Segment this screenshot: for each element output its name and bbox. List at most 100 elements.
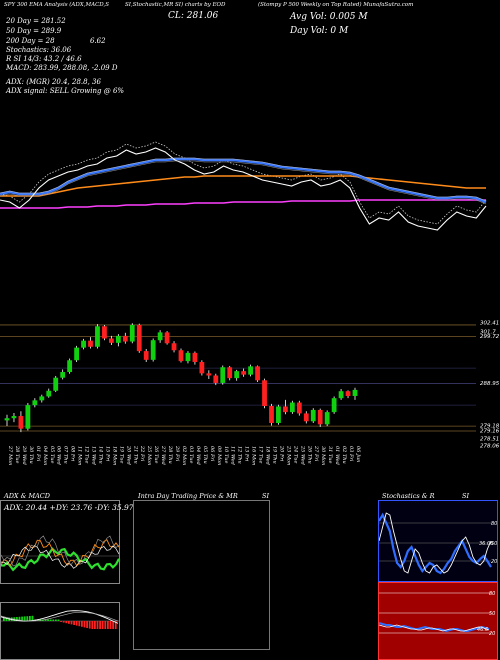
- price-tick-label: 279.16: [480, 429, 500, 435]
- macd-histogram-bar: [65, 621, 68, 624]
- price-tick-label: 301.7: [480, 330, 496, 336]
- adx-line: [1, 547, 119, 572]
- macd-histogram-bar: [21, 616, 23, 621]
- date-tick-label: 13 Fri: [244, 446, 250, 462]
- ema-line: [0, 157, 487, 204]
- candle-body: [324, 412, 330, 425]
- date-tick-label: 01 Fri: [35, 446, 41, 462]
- macd-histogram-bar: [16, 617, 18, 621]
- macd-histogram-bar: [91, 621, 94, 629]
- date-axis: 27 Mon 28 Tue 29 Wed 30 Thu 01 Fri 04 Mon 05 T…: [7, 445, 361, 465]
- dashed-signal-line: [0, 141, 487, 225]
- intraday-si: SI: [262, 492, 270, 500]
- date-tick-label: 26 Thu: [306, 445, 312, 464]
- candle-body: [310, 409, 316, 422]
- ema-aux-line: [0, 160, 487, 205]
- adx-values-label: ADX: 20.44 +DY: 23.76 -DY: 35.97: [4, 503, 134, 512]
- chart-title-right: (Stompy P 500 Weekly on Top Rated) Munaf…: [258, 2, 414, 8]
- candle-body: [234, 371, 240, 379]
- rsi-signal-line: [379, 624, 490, 632]
- close-price-label: CL: 281.06: [168, 11, 219, 21]
- adx-macd-title: ADX & MACD: [4, 492, 50, 500]
- date-tick-label: 18 Mon: [111, 446, 117, 465]
- macd-histogram-bar: [62, 621, 65, 623]
- candle-body: [136, 324, 142, 352]
- macd-histogram-bar: [55, 619, 57, 621]
- candle-body: [296, 402, 302, 414]
- date-tick-label: 19 Tue: [118, 446, 124, 464]
- ema-line: [0, 147, 487, 231]
- macd-histogram-bar: [52, 619, 55, 621]
- candle-body: [143, 351, 149, 360]
- price-tick-label: 302.41: [480, 320, 499, 326]
- candle-body: [18, 416, 24, 429]
- date-tick-label: 20 Wed: [125, 445, 131, 465]
- candle-body: [199, 362, 205, 374]
- candle-body: [60, 372, 66, 378]
- date-tick-label: 16 Mon: [251, 446, 257, 465]
- date-tick-label: 05 Thu: [202, 446, 208, 464]
- macd-histogram-bar: [88, 621, 91, 629]
- price-tick-label: 279.18: [480, 424, 500, 430]
- candle-body: [129, 324, 135, 342]
- stoch-tick-label: 20: [491, 559, 497, 565]
- date-tick-label: 27 Mon: [7, 445, 13, 465]
- macd-line: [1, 610, 119, 624]
- candle-body: [32, 400, 38, 406]
- adx-chart: [1, 535, 119, 572]
- date-tick-label: 25 Mon: [146, 445, 152, 465]
- stoch-value-label: 36.06: [479, 541, 493, 547]
- ema-aux-line: [0, 157, 487, 202]
- date-tick-label: 22 Fri: [139, 445, 145, 462]
- ema-lines: [0, 141, 487, 231]
- candle-body: [81, 340, 86, 348]
- macd-histogram-bar: [68, 621, 70, 624]
- candle-body: [88, 340, 93, 347]
- macd-histogram-bar: [73, 621, 75, 625]
- candle-body: [192, 352, 198, 363]
- stochastics-chart: 80 50 20 36.06: [379, 512, 497, 575]
- candle-body: [67, 360, 73, 373]
- candle-body: [157, 332, 163, 341]
- ema50-label: 50 Day = 289.9: [6, 27, 62, 35]
- date-tick-label: 11 Mon: [77, 446, 83, 465]
- date-tick-label: 12 Tue: [84, 446, 90, 464]
- date-tick-label: 03 Fri: [348, 446, 354, 462]
- candle-body: [255, 366, 260, 381]
- rsi-label: R SI 14/3: 43.2 / 46.6: [6, 55, 82, 63]
- stochastics-panel: 80 50 20 36.06: [378, 500, 498, 582]
- ema200-label: 200 Day = 28: [6, 37, 55, 45]
- date-tick-label: 05 Tue: [49, 446, 55, 464]
- date-tick-label: 06 Jun: [355, 446, 361, 462]
- chart-title-mid: SI,Stochastic,MR: [125, 2, 174, 8]
- ema20-label: 20 Day = 281.52: [6, 17, 66, 25]
- date-tick-label: 29 Fri: [174, 445, 180, 462]
- macd-histogram-bar: [57, 619, 60, 621]
- candle-body: [345, 391, 351, 396]
- macd-histogram-bar: [112, 621, 114, 629]
- candle-body: [283, 406, 288, 413]
- candle-body: [331, 398, 337, 413]
- adx-line: [1, 539, 119, 567]
- macd-histogram-bar: [86, 621, 88, 628]
- date-tick-label: 25 Wed: [299, 445, 305, 465]
- rsi-line: [379, 622, 490, 633]
- date-tick-label: 15 Fri: [104, 446, 110, 462]
- date-tick-label: 29 Wed: [21, 445, 27, 465]
- candle-body: [164, 332, 170, 344]
- date-tick-label: 04 Mon: [42, 446, 48, 465]
- date-tick-label: 19 Thu: [271, 446, 277, 464]
- date-tick-label: 13 Wed: [91, 446, 97, 465]
- stoch-d-line: [379, 512, 492, 574]
- date-tick-label: 02 Thu: [341, 446, 347, 464]
- stoch-title: Stochastics & R: [382, 492, 435, 500]
- candle-body: [11, 416, 17, 419]
- price-tick-label: 299.72: [480, 334, 500, 340]
- chart-title-left: SPY 300 EMA Analysis (ADX,MACD,S: [4, 2, 110, 8]
- macd-histogram-bar: [101, 621, 104, 629]
- adx-label: ADX: (MGR) 20.4, 28.8, 36: [6, 78, 101, 86]
- candle-body: [53, 377, 59, 391]
- macd-histogram-bar: [81, 621, 83, 627]
